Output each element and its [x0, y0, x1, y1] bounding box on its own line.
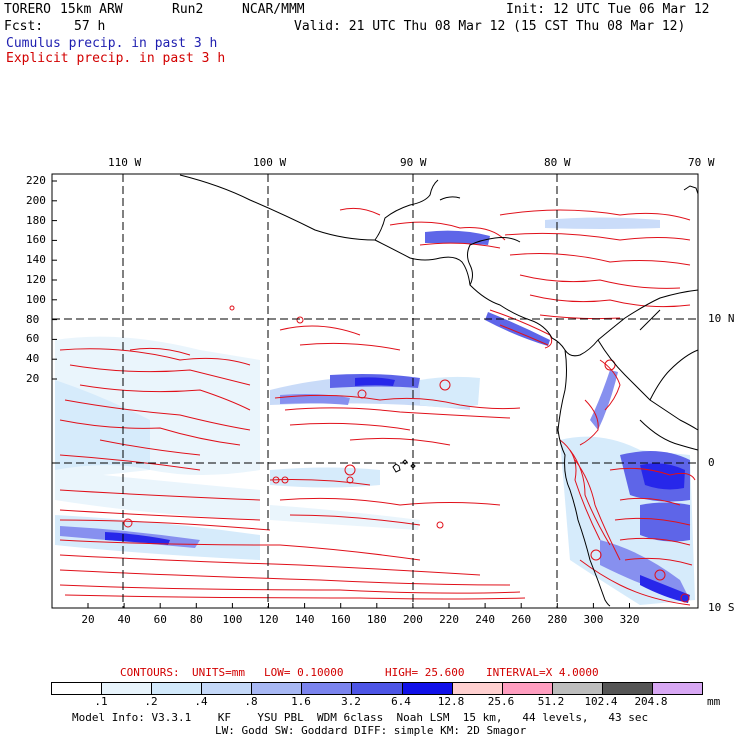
x-tick-label: 180 [366, 613, 387, 626]
valid-time: Valid: 21 UTC Thu 08 Mar 12 (15 CST Thu … [294, 19, 686, 34]
x-tick-label: 280 [547, 613, 568, 626]
colorbar-label: 204.8 [634, 695, 668, 708]
lon-label-110w: 110 W [108, 156, 142, 169]
x-tick-label: 80 [189, 613, 203, 626]
x-tick-label: 160 [330, 613, 351, 626]
x-tick-label: 240 [475, 613, 496, 626]
axis-ticks [52, 180, 630, 608]
contours-low: LOW= 0.10000 [264, 666, 344, 679]
x-tick-label: 60 [153, 613, 167, 626]
lat-lon-grid [52, 174, 698, 608]
y-tick-label: 200 [26, 193, 46, 207]
x-tick-label: 220 [439, 613, 459, 626]
colorbar-label: 3.2 [341, 695, 361, 708]
colorbar-label: 51.2 [537, 695, 565, 708]
y-tick-label: 220 [26, 174, 46, 187]
lon-label-80w: 80 W [544, 156, 571, 169]
model-resolution: 15km ARW [60, 2, 123, 17]
lat-label-0: 0 [708, 456, 715, 469]
x-tick-label: 260 [511, 613, 532, 626]
lon-label-100w: 100 W [253, 156, 287, 169]
y-tick-label: 60 [26, 332, 40, 346]
colorbar-swatch [101, 683, 152, 694]
colorbar-swatch [151, 683, 202, 694]
coastline [179, 174, 699, 607]
colorbar-label: .4 [194, 695, 208, 708]
y-tick-label: 100 [26, 292, 46, 306]
colorbar-swatch [251, 683, 302, 694]
model-name: TORERO [4, 2, 51, 17]
colorbar-swatch [52, 683, 102, 694]
lat-label-10n: 10 N [708, 312, 735, 325]
x-tick-label: 20 [81, 613, 95, 626]
model-run: Run2 [172, 2, 204, 17]
colorbar-swatch [501, 683, 552, 694]
lon-label-70w: 70 W [688, 156, 715, 169]
colorbar-swatch [301, 683, 352, 694]
y-tick-label: 80 [26, 312, 40, 326]
colorbar-label: 102.4 [584, 695, 618, 708]
x-tick-label: 120 [258, 613, 279, 626]
model-org: NCAR/MMM [242, 2, 305, 17]
colorbar-swatch [551, 683, 602, 694]
legend-explicit: Explicit precip. in past 3 h [6, 51, 226, 66]
colorbar-swatch [451, 683, 502, 694]
colorbar-label: .8 [244, 695, 258, 708]
legend-cumulus: Cumulus precip. in past 3 h [6, 36, 218, 51]
colorbar-label: .1 [94, 695, 108, 708]
colorbar-unit: mm [707, 695, 721, 708]
contours-units: UNITS=mm [192, 666, 245, 679]
contours-high: HIGH= 25.600 [385, 666, 465, 679]
model-info-line: Model Info: V3.3.1 KF YSU PBL WDM 6class… [72, 711, 649, 724]
physics-info-line: LW: Godd SW: Goddard DIFF: simple KM: 2D… [215, 724, 527, 737]
y-tick-label: 120 [26, 273, 46, 286]
colorbar-label: 1.6 [291, 695, 311, 708]
colorbar-swatch [651, 683, 703, 694]
x-tick-label: 100 [222, 613, 243, 626]
contours-interval: INTERVAL=X 4.0000 [486, 666, 599, 679]
contours-label: CONTOURS: [120, 666, 180, 679]
colorbar-label: 6.4 [391, 695, 411, 708]
cumulus-precip-shading [55, 217, 695, 605]
init-time: Init: 12 UTC Tue 06 Mar 12 [506, 2, 710, 17]
x-tick-label: 300 [583, 613, 604, 626]
lon-label-90w: 90 W [400, 156, 427, 169]
x-tick-label: 200 [403, 613, 423, 626]
y-tick-label: 140 [26, 253, 46, 267]
colorbar-label: 12.8 [437, 695, 465, 708]
colorbar-label: .2 [144, 695, 158, 708]
x-tick-label: 40 [117, 613, 131, 626]
y-tick-label: 20 [26, 372, 40, 385]
y-tick-label: 180 [26, 213, 46, 227]
colorbar-swatch [201, 683, 252, 694]
forecast-hour: 57 h [74, 19, 106, 34]
explicit-precip-contours [59, 207, 696, 606]
x-tick-label: 140 [294, 613, 315, 626]
colorbar-label: 25.6 [487, 695, 515, 708]
colorbar-swatch [601, 683, 652, 694]
map-frame [51, 173, 699, 609]
lat-label-10s: 10 S [708, 601, 735, 614]
x-tick-label: 320 [619, 613, 640, 626]
colorbar-swatch [351, 683, 402, 694]
forecast-label: Fcst: [4, 19, 44, 34]
y-tick-label: 160 [26, 233, 46, 247]
y-tick-label: 40 [26, 352, 40, 366]
colorbar-swatch [401, 683, 452, 694]
colorbar [51, 682, 703, 695]
